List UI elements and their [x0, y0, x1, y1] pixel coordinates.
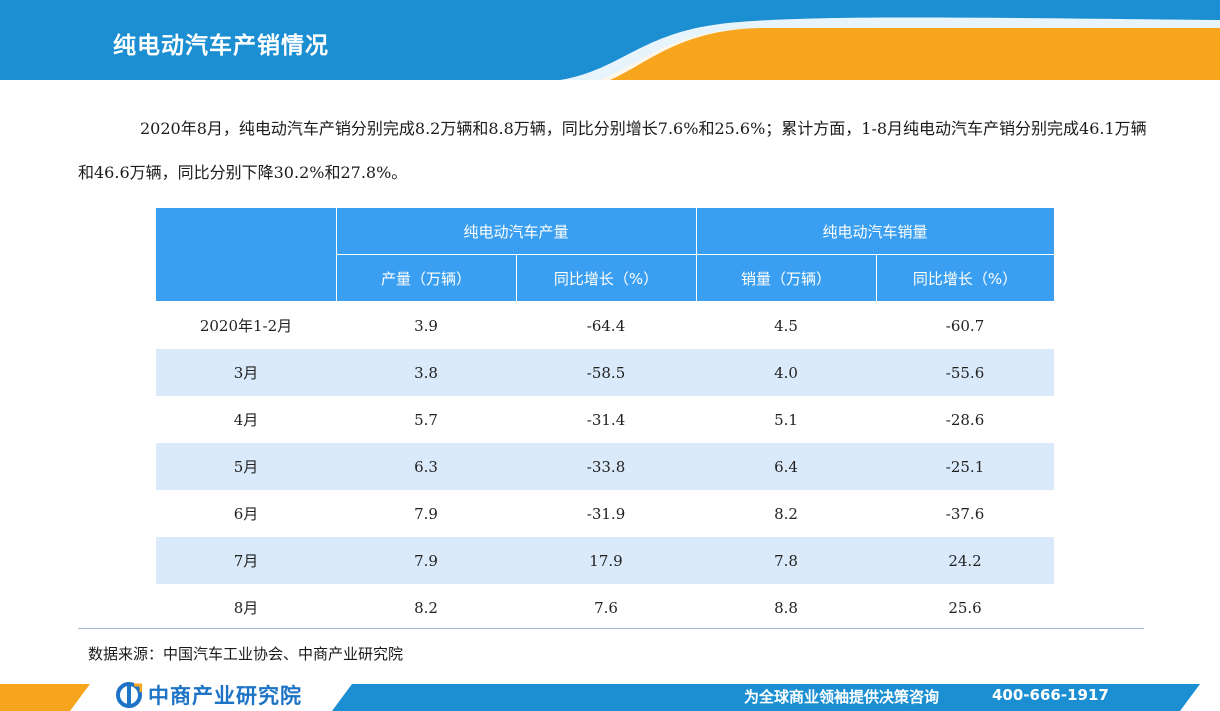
table-cell: 3.8 — [336, 349, 516, 396]
table-cell: -33.8 — [516, 443, 697, 490]
table-cell: 5.1 — [774, 410, 798, 429]
table-cell: 6.4 — [696, 443, 877, 490]
table-row: 6月 7.9 -31.9 8.2 -37.6 — [156, 490, 1054, 537]
table-cell: -37.6 — [945, 504, 985, 523]
table-row: 2020年1-2月 3.9 -64.4 4.5 -60.7 — [156, 302, 1054, 350]
brand-logo-icon — [116, 682, 142, 708]
sales-group-header: 纯电动汽车销量 — [696, 208, 1055, 255]
column-header-sales: 销量（万辆） — [696, 254, 877, 302]
table-cell: 6.3 — [336, 443, 516, 490]
table-cell: 8.2 — [414, 598, 438, 617]
table-row: 7月 7.9 17.9 7.8 24.2 — [156, 537, 1055, 584]
footer-slogan: 为全球商业领袖提供决策咨询 — [744, 688, 940, 706]
table-row: 4月 5.7 -31.4 5.1 -28.6 — [156, 396, 1054, 443]
table-row: 3月 3.8 -58.5 4.0 -55.6 — [156, 349, 1055, 396]
intro-paragraph: 2020年8月，纯电动汽车产销分别完成8.2万辆和8.8万辆，同比分别增长7.6… — [78, 119, 1147, 182]
table-cell: 5.7 — [414, 410, 438, 429]
data-table: 纯电动汽车产量 纯电动汽车销量 产量（万辆） 同比增长（%） 销量（万辆） 同比… — [156, 208, 1055, 631]
table-row: 8月 8.2 7.6 8.8 25.6 — [156, 584, 1054, 631]
footer-bar — [0, 680, 1220, 711]
brand-name: 中商产业研究院 — [148, 684, 302, 708]
table-cell: 17.9 — [516, 537, 697, 584]
table-cell: 7.8 — [696, 537, 877, 584]
table-cell: 7.9 — [336, 537, 516, 584]
table-cell: -31.4 — [586, 410, 626, 429]
divider — [78, 628, 1144, 629]
row-label: 6月 — [233, 505, 259, 523]
source-note: 数据来源：中国汽车工业协会、中商产业研究院 — [88, 645, 404, 663]
row-label: 4月 — [233, 411, 259, 429]
table-cell: -25.1 — [876, 443, 1055, 490]
row-label: 3月 — [156, 349, 336, 396]
column-header-production: 产量（万辆） — [336, 254, 517, 302]
footer-phone: 400-666-1917 — [992, 686, 1109, 704]
brand-logo-group: 中商产业研究院 — [116, 682, 302, 708]
table-cell: 25.6 — [948, 598, 982, 617]
table-cell: 4.0 — [696, 349, 877, 396]
page-title: 纯电动汽车产销情况 — [113, 33, 329, 59]
table-cell: 7.9 — [414, 504, 438, 523]
row-label: 8月 — [233, 599, 259, 617]
table-row: 5月 6.3 -33.8 6.4 -25.1 — [156, 443, 1055, 490]
table-cell: 4.5 — [774, 316, 798, 335]
table-cell: 3.9 — [414, 316, 438, 335]
column-header-production-yoy: 同比增长（%） — [516, 254, 697, 302]
table-cell: 8.2 — [774, 504, 798, 523]
table-cell: 24.2 — [876, 537, 1055, 584]
row-label: 5月 — [156, 443, 336, 490]
table-cell: -55.6 — [876, 349, 1055, 396]
header-banner: 纯电动汽车产销情况 — [0, 0, 1220, 80]
corner-header-cell — [156, 208, 337, 302]
table-cell: -31.9 — [586, 504, 626, 523]
table-cell: 7.6 — [594, 598, 618, 617]
production-group-header: 纯电动汽车产量 — [336, 208, 697, 255]
table-cell: 8.8 — [774, 598, 798, 617]
table-cell: -58.5 — [516, 349, 697, 396]
row-label: 7月 — [156, 537, 336, 584]
table-cell: -60.7 — [945, 316, 985, 335]
column-header-sales-yoy: 同比增长（%） — [876, 254, 1055, 302]
table-cell: -28.6 — [945, 410, 985, 429]
row-label: 2020年1-2月 — [199, 317, 293, 335]
table-cell: -64.4 — [586, 316, 626, 335]
